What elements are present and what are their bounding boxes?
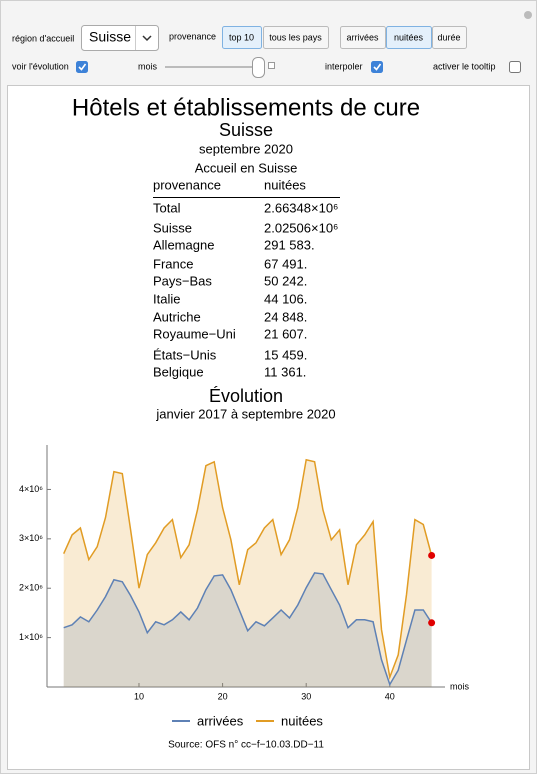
date: septembre 2020 — [199, 141, 293, 156]
table-cell: 15 459. — [264, 347, 307, 362]
slider-thumb[interactable] — [252, 57, 265, 78]
table-cell: Pays−Bas — [153, 273, 212, 288]
area-fill — [63, 572, 432, 687]
control-label: interpoler — [325, 61, 363, 71]
output-panel — [7, 85, 530, 770]
table-cell: Allemagne — [153, 237, 214, 252]
close-icon[interactable] — [524, 11, 532, 19]
end-marker — [428, 551, 436, 559]
legend-label: arrivées — [197, 713, 244, 728]
source: Source: OFS n° cc−f−10.03.DD−11 — [168, 740, 324, 751]
x-tick-label: 30 — [301, 691, 311, 701]
region-heading: Suisse — [219, 120, 273, 140]
table-cell: 291 583. — [264, 237, 315, 252]
table-cell: Royaume−Uni — [153, 326, 236, 341]
series-line — [63, 572, 433, 687]
measure-button-label: arrivées — [346, 32, 379, 42]
table-cell: Suisse — [153, 220, 192, 235]
y-tick-label: 3×10⁶ — [19, 533, 43, 543]
table-cell: 44 106. — [264, 291, 307, 306]
slider-expand[interactable] — [268, 62, 275, 69]
column-header: nuitées — [264, 177, 306, 192]
popup-value: Suisse — [89, 29, 131, 45]
table-cell: 11 361. — [264, 364, 306, 379]
popup-menu[interactable] — [81, 25, 159, 51]
table-cell: 24 848. — [264, 309, 307, 324]
control-label: région d'accueil — [12, 33, 74, 43]
check-mark — [78, 63, 87, 71]
y-tick-label: 4×10⁶ — [19, 484, 43, 494]
legend-label: nuitées — [281, 713, 323, 728]
table-caption: Accueil en Suisse — [195, 160, 298, 175]
column-header: provenance — [153, 177, 221, 192]
control-label: mois — [138, 61, 158, 71]
provenance-button[interactable] — [222, 26, 262, 49]
x-tick-label: 20 — [218, 691, 228, 701]
x-tick-label: 10 — [134, 691, 144, 701]
table-cell: Belgique — [153, 364, 204, 379]
measure-button[interactable] — [340, 26, 386, 49]
evolution-subtitle: janvier 2017 à septembre 2020 — [155, 406, 335, 421]
end-marker — [428, 619, 436, 627]
checkbox[interactable] — [371, 61, 383, 73]
checkbox[interactable] — [509, 61, 521, 73]
x-axis-label: mois — [450, 681, 470, 691]
area-fill — [63, 459, 432, 687]
series-line — [63, 458, 433, 680]
evolution-title: Évolution — [209, 386, 283, 406]
table-cell: 2.66348×10⁶ — [264, 200, 338, 215]
table-cell: 21 607. — [264, 326, 307, 341]
measure-button[interactable] — [386, 26, 432, 49]
y-tick-label: 2×10⁶ — [19, 583, 43, 593]
table-cell: 50 242. — [264, 273, 307, 288]
provenance-button-label: tous les pays — [269, 32, 322, 42]
control-label: provenance — [169, 31, 216, 41]
table-cell: France — [153, 256, 193, 271]
measure-button[interactable] — [432, 26, 467, 49]
check-mark — [373, 63, 382, 71]
table-cell: Italie — [153, 291, 180, 306]
y-tick-label: 1×10⁶ — [19, 632, 43, 642]
table-cell: Autriche — [153, 309, 201, 324]
control-label: voir l'évolution — [12, 61, 69, 71]
title: Hôtels et établissements de cure — [72, 94, 420, 121]
table-cell: Total — [153, 200, 181, 215]
provenance-button[interactable] — [263, 26, 329, 49]
table-cell: États−Unis — [153, 347, 217, 362]
measure-button-label: durée — [437, 32, 460, 42]
x-tick-label: 40 — [385, 691, 395, 701]
provenance-button-label: top 10 — [229, 32, 254, 42]
table-cell: 2.02506×10⁶ — [264, 220, 338, 235]
table-cell: 67 491. — [264, 256, 307, 271]
measure-button-label: nuitées — [394, 32, 424, 42]
control-label: activer le tooltip — [433, 61, 496, 71]
chevron — [142, 35, 152, 42]
checkbox[interactable] — [76, 61, 88, 73]
